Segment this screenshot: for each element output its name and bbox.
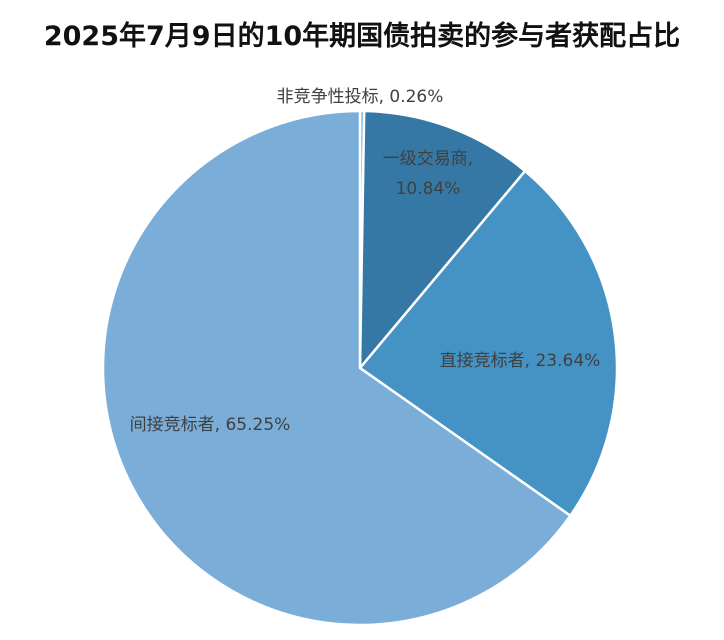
pie-labels: 非竞争性投标, 0.26% 一级交易商, 10.84% 直接竞标者, 23.64% 间接…: [130, 87, 601, 435]
pie-slices: [101, 109, 619, 627]
pie-slice-4: [101, 109, 573, 627]
pie-slice-3: [358, 169, 619, 518]
data-label-1: 非竞争性投标, 0.26%: [277, 87, 444, 107]
data-label-3: 直接竞标者, 23.64%: [440, 351, 601, 371]
data-label-4: 间接竞标者, 65.25%: [130, 415, 291, 435]
chart-title: 2025年7月9日的10年期国债拍卖的参与者获配占比: [43, 21, 681, 52]
pie-slice-2: [358, 109, 527, 372]
data-label-2: 一级交易商, 10.84%: [383, 149, 473, 199]
